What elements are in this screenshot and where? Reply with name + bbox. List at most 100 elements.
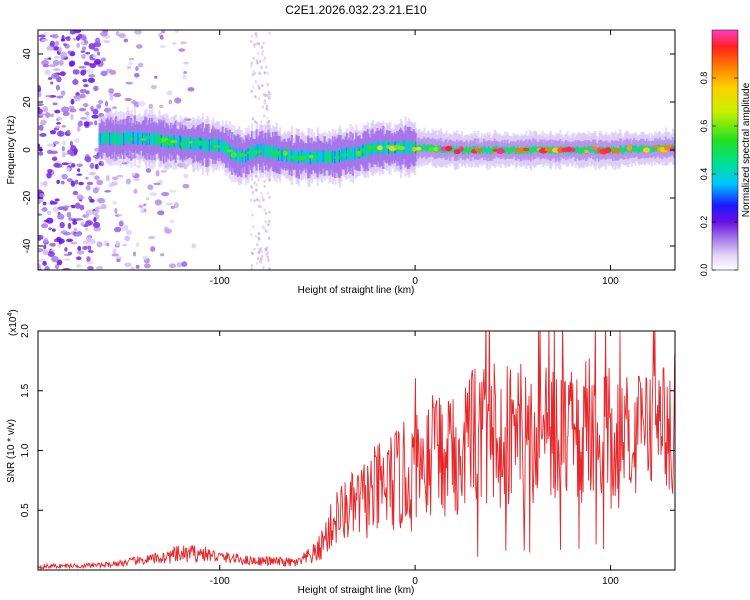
spectrogram-peak	[652, 144, 658, 149]
spectrogram-speckle	[262, 265, 265, 270]
spectrogram-peak	[140, 137, 147, 141]
spectrogram-cell	[279, 148, 282, 161]
spectrogram-speckle	[88, 73, 96, 78]
spectrogram-speckle	[96, 103, 102, 109]
spectrogram-speckle	[82, 78, 88, 83]
spectrogram-cell	[281, 149, 284, 162]
spectrogram-speckle	[140, 207, 145, 214]
spectrogram-speckle	[76, 126, 81, 133]
spectrogram-speckle	[79, 93, 86, 99]
spectrogram-cell	[469, 146, 472, 153]
spectrogram-speckle	[59, 221, 65, 229]
spectrogram-speckle	[263, 226, 266, 231]
spectrogram-peak	[128, 137, 134, 141]
spectrogram-speckle	[86, 261, 95, 265]
spectrogram-speckle	[58, 46, 62, 53]
spectrogram-cell	[269, 146, 272, 159]
spectrogram-speckle	[50, 200, 54, 205]
spectrogram-cell	[185, 135, 188, 148]
spectrogram-speckle	[183, 173, 189, 179]
spectrogram-peak	[230, 152, 238, 158]
spectrogram-speckle	[251, 251, 254, 256]
spectrogram-peak	[313, 154, 318, 159]
spectrogram-speckle	[52, 141, 60, 145]
spectrogram-cell	[506, 145, 509, 152]
spectrogram-cell	[452, 145, 455, 152]
spectrogram-speckle	[116, 257, 121, 263]
spectrogram-cell	[270, 145, 274, 158]
spectrogram-speckle	[97, 197, 106, 204]
spectrogram-peak	[459, 146, 464, 152]
snr-axes: -100 0 100 0.5 1.0 1.5 2.0	[20, 324, 675, 587]
spectrogram-speckle	[268, 219, 271, 223]
spectrogram-speckle	[70, 241, 78, 245]
spectrogram-speckle	[46, 172, 52, 179]
spectrogram-speckle	[70, 113, 74, 121]
spectrogram-speckle	[59, 51, 68, 58]
snr-multiplier-base: (x10	[8, 316, 19, 336]
spectrogram-cell	[641, 145, 644, 152]
snr-ytick-label: 2.0	[20, 324, 31, 338]
spectrogram-speckle	[260, 120, 263, 124]
spectrogram-speckle	[133, 178, 141, 181]
spectrogram-ytick-label: -40	[22, 238, 33, 253]
spectrogram-speckle	[161, 30, 166, 34]
spectrogram-speckle	[38, 263, 41, 269]
spectrogram-speckle	[176, 262, 183, 268]
spectrogram-speckle	[38, 235, 42, 242]
spectrogram-speckle	[150, 85, 157, 90]
spectrogram-speckle	[182, 183, 190, 189]
spectrogram-speckle	[66, 129, 71, 135]
spectrogram-ytick-label: 40	[22, 48, 33, 60]
spectrogram-speckle	[80, 50, 86, 54]
spectrogram-cell	[116, 133, 119, 146]
spectrogram-speckle	[81, 46, 87, 51]
spectrogram-speckle	[260, 192, 263, 196]
spectrogram-cell	[420, 145, 424, 152]
spectrogram-speckle	[253, 71, 257, 75]
spectrogram-peak	[642, 147, 651, 153]
spectrogram-peak	[334, 155, 340, 160]
spectrogram-speckle	[61, 151, 66, 158]
spectrogram-speckle	[76, 194, 84, 200]
spectrogram-cell	[633, 145, 636, 152]
spectrogram-speckle	[54, 198, 60, 202]
spectrogram-cell	[114, 131, 118, 144]
spectrogram-speckle	[80, 116, 87, 120]
spectrogram-xlabel: Height of straight line (km)	[298, 285, 415, 296]
spectrogram-speckle	[187, 87, 195, 92]
spectrogram-cell	[151, 133, 154, 146]
spectrogram-speckle	[154, 75, 158, 79]
spectrogram-cell	[287, 147, 290, 160]
spectrogram-speckle	[145, 168, 152, 173]
spectrogram-cell	[574, 147, 577, 154]
spectrogram-peak	[604, 147, 612, 153]
spectrogram-cell	[239, 150, 242, 163]
spectrogram-speckle	[261, 84, 264, 88]
spectrogram-speckle	[49, 113, 54, 118]
spectrogram-speckle	[265, 107, 268, 111]
spectrogram-peak	[514, 148, 521, 153]
spectrogram-speckle	[70, 145, 77, 152]
spectrogram-cell	[528, 145, 532, 153]
spectrogram-cell	[464, 148, 467, 155]
spectrogram-cell	[221, 138, 224, 151]
spectrogram-speckle	[267, 90, 270, 94]
spectrogram-speckle	[138, 204, 144, 209]
spectrogram-cell	[512, 146, 515, 153]
spectrogram-speckle	[88, 171, 96, 176]
spectrogram-cell	[425, 145, 428, 153]
spectrogram-speckle	[265, 65, 268, 69]
spectrogram-speckle	[263, 179, 266, 183]
spectrogram-speckle	[67, 50, 71, 55]
spectrogram-cell	[595, 147, 598, 154]
spectrogram-speckle	[250, 264, 254, 268]
spectrogram-speckle	[51, 156, 58, 161]
spectrogram-speckle	[255, 188, 258, 192]
spectrogram-cell	[117, 132, 120, 145]
spectrogram-speckle	[38, 124, 44, 131]
spectrogram-speckle	[48, 227, 52, 231]
spectrogram-speckle	[72, 69, 80, 75]
spectrogram-cell	[118, 133, 121, 146]
